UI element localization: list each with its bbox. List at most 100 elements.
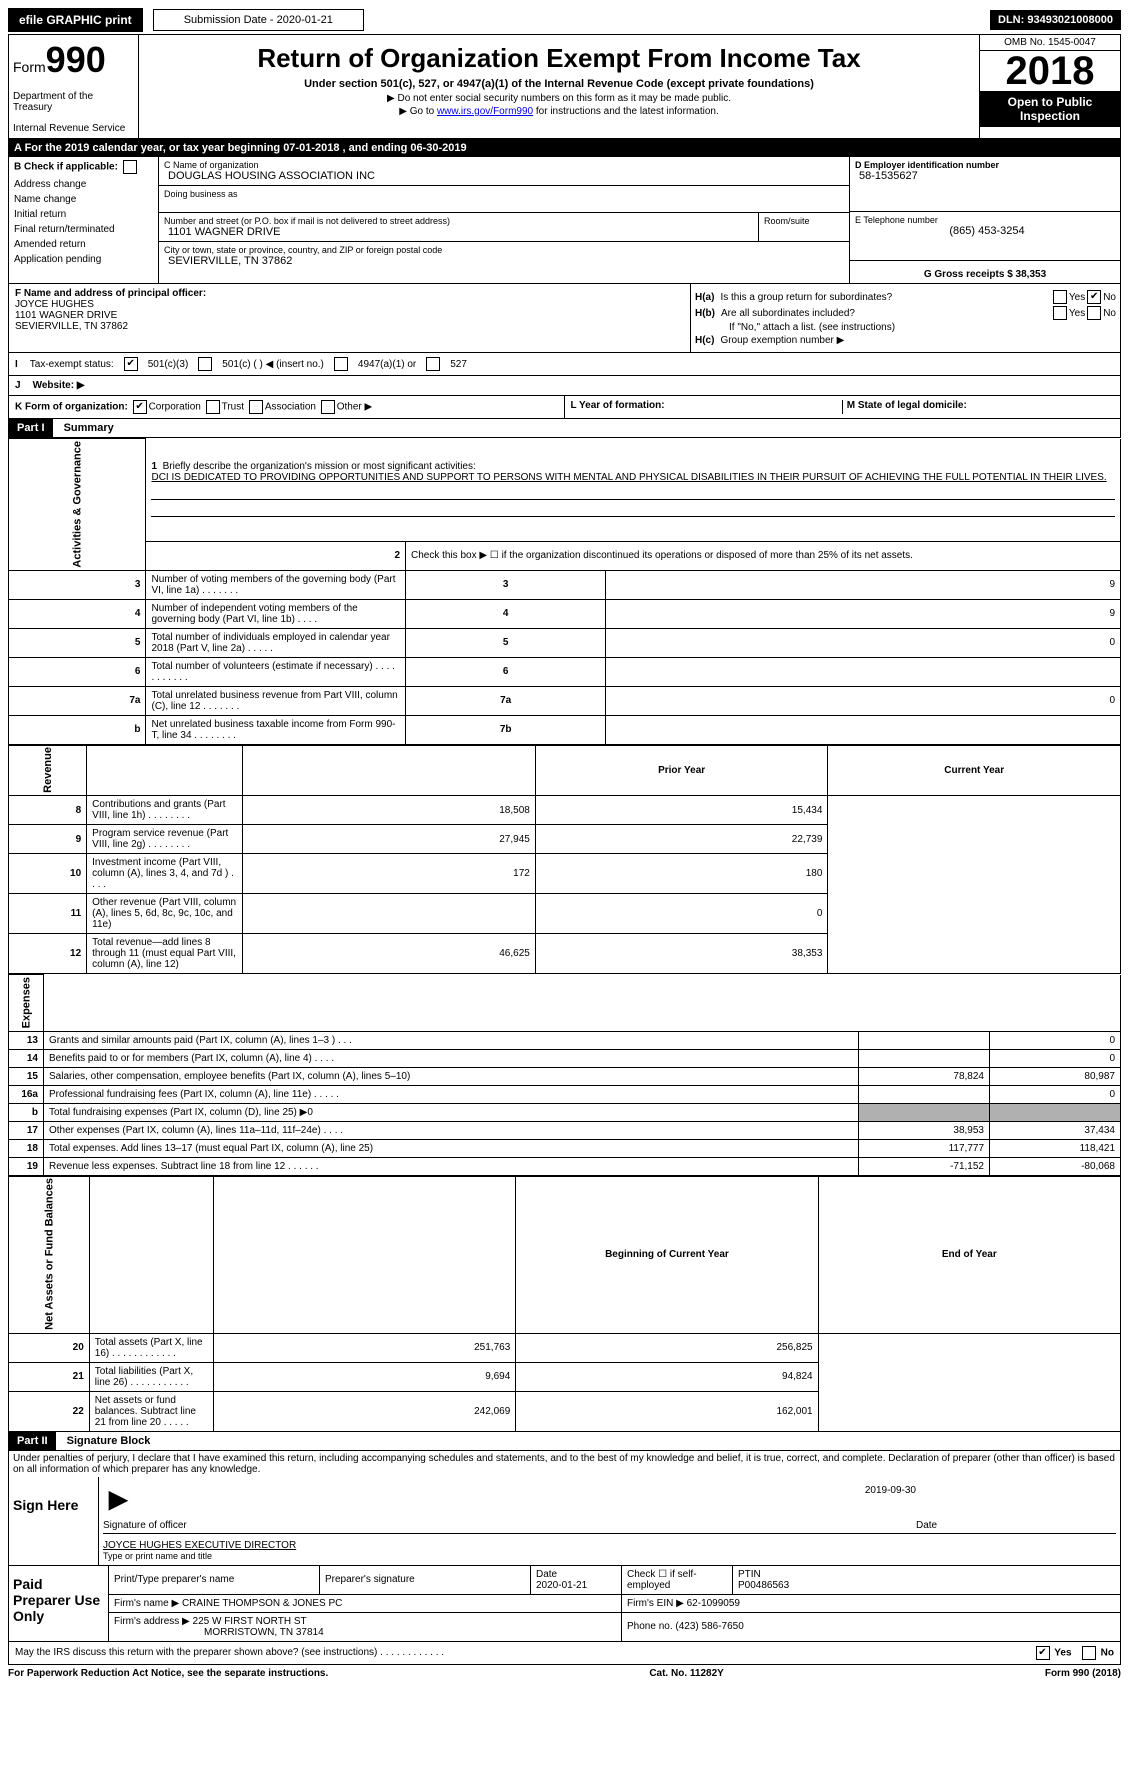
net-line-row: 22Net assets or fund balances. Subtract … bbox=[9, 1391, 1121, 1431]
firm-phone: (423) 586-7650 bbox=[675, 1621, 743, 1632]
exp-line-row: 17Other expenses (Part IX, column (A), l… bbox=[9, 1121, 1121, 1139]
addr-change: Address change bbox=[9, 177, 158, 192]
gov-line-row: bNet unrelated business taxable income f… bbox=[9, 715, 1121, 744]
city-state: SEVIERVILLE, TN 37862 bbox=[168, 255, 844, 267]
501c-check[interactable] bbox=[198, 357, 212, 371]
title-cell: Return of Organization Exempt From Incom… bbox=[139, 35, 980, 138]
paid-preparer-label: Paid Preparer Use Only bbox=[9, 1566, 109, 1641]
ha-no-check[interactable] bbox=[1087, 290, 1101, 304]
assoc-check[interactable] bbox=[249, 400, 263, 414]
phone-value: (865) 453-3254 bbox=[859, 225, 1115, 237]
website-row: J Website: ▶ bbox=[8, 376, 1121, 396]
initial-return: Initial return bbox=[9, 207, 158, 222]
501c3-check[interactable] bbox=[124, 357, 138, 371]
m-label: M State of legal domicile: bbox=[847, 400, 967, 411]
hc-text: Group exemption number ▶ bbox=[720, 335, 844, 346]
rev-line-row: 12Total revenue—add lines 8 through 11 (… bbox=[9, 934, 1121, 974]
identity-section: B Check if applicable: Address change Na… bbox=[8, 157, 1121, 284]
website-label: Website: ▶ bbox=[33, 380, 85, 391]
rev-line-row: 9Program service revenue (Part VIII, lin… bbox=[9, 825, 1121, 854]
exp-line-row: 19Revenue less expenses. Subtract line 1… bbox=[9, 1157, 1121, 1175]
gov-line-row: 5Total number of individuals employed in… bbox=[9, 628, 1121, 657]
firm-addr2: MORRISTOWN, TN 37814 bbox=[204, 1627, 324, 1638]
officer-addr2: SEVIERVILLE, TN 37862 bbox=[15, 321, 128, 332]
section-d: D Employer identification number 58-1535… bbox=[850, 157, 1120, 283]
net-assets-table: Net Assets or Fund Balances Beginning of… bbox=[8, 1176, 1121, 1432]
name-change: Name change bbox=[9, 192, 158, 207]
irs-label: Internal Revenue Service bbox=[13, 123, 134, 134]
amended-return: Amended return bbox=[9, 237, 158, 252]
form-header: Form990 Department of the Treasury Inter… bbox=[8, 34, 1121, 139]
other-check[interactable] bbox=[321, 400, 335, 414]
submission-date-button[interactable]: Submission Date - 2020-01-21 bbox=[153, 9, 364, 31]
discuss-text: May the IRS discuss this return with the… bbox=[15, 1647, 444, 1658]
hb-no-check[interactable] bbox=[1087, 306, 1101, 320]
exp-line-row: 18Total expenses. Add lines 13–17 (must … bbox=[9, 1139, 1121, 1157]
ha-yes-check[interactable] bbox=[1053, 290, 1067, 304]
tax-status-row: I Tax-exempt status: 501(c)(3) 501(c) ( … bbox=[8, 353, 1121, 376]
dba-label: Doing business as bbox=[164, 189, 844, 199]
footer-mid: Cat. No. 11282Y bbox=[649, 1668, 723, 1679]
ein-value: 58-1535627 bbox=[859, 170, 1115, 182]
rev-line-row: 10Investment income (Part VIII, column (… bbox=[9, 854, 1121, 894]
trust-check[interactable] bbox=[206, 400, 220, 414]
sign-here-label: Sign Here bbox=[9, 1477, 99, 1565]
line2: Check this box ▶ ☐ if the organization d… bbox=[406, 541, 1121, 570]
footer-right: Form 990 (2018) bbox=[1045, 1668, 1121, 1679]
net-line-row: 20Total assets (Part X, line 16) . . . .… bbox=[9, 1333, 1121, 1362]
rev-line-row: 11Other revenue (Part VIII, column (A), … bbox=[9, 894, 1121, 934]
officer-name: JOYCE HUGHES bbox=[15, 299, 94, 310]
officer-info: F Name and address of principal officer:… bbox=[9, 284, 690, 352]
officer-section: F Name and address of principal officer:… bbox=[8, 284, 1121, 353]
corp-check[interactable] bbox=[133, 400, 147, 414]
exp-line-row: 16aProfessional fundraising fees (Part I… bbox=[9, 1085, 1121, 1103]
discuss-yes-check[interactable] bbox=[1036, 1646, 1050, 1660]
gov-line-row: 6Total number of volunteers (estimate if… bbox=[9, 657, 1121, 686]
curr-year-hdr: Current Year bbox=[828, 745, 1121, 796]
gov-vert-label: Activities & Governance bbox=[9, 439, 146, 571]
hb-label: H(b) bbox=[695, 308, 715, 319]
part2-title: Signature Block bbox=[67, 1435, 151, 1447]
rev-vert-label: Revenue bbox=[9, 745, 87, 796]
top-bar: efile GRAPHIC print Submission Date - 20… bbox=[8, 8, 1121, 32]
4947-check[interactable] bbox=[334, 357, 348, 371]
expense-table: Expenses 13Grants and similar amounts pa… bbox=[8, 974, 1121, 1175]
c-label: C Name of organization bbox=[164, 160, 844, 170]
gross-receipts: G Gross receipts $ 38,353 bbox=[924, 269, 1046, 280]
instruction-1: ▶ Do not enter social security numbers o… bbox=[143, 93, 975, 104]
sig-date: 2019-09-30 bbox=[865, 1485, 916, 1514]
year-cell: OMB No. 1545-0047 2018 Open to Public In… bbox=[980, 35, 1120, 138]
addr-label: Number and street (or P.O. box if mail i… bbox=[164, 216, 753, 226]
form-id-cell: Form990 Department of the Treasury Inter… bbox=[9, 35, 139, 138]
527-check[interactable] bbox=[426, 357, 440, 371]
check-icon[interactable] bbox=[123, 160, 137, 174]
room-label: Room/suite bbox=[764, 216, 844, 226]
row-a: A For the 2019 calendar year, or tax yea… bbox=[8, 139, 1121, 157]
dln-label: DLN: 93493021008000 bbox=[990, 10, 1121, 30]
self-emp-check: Check ☐ if self-employed bbox=[622, 1566, 733, 1595]
hb-yes-check[interactable] bbox=[1053, 306, 1067, 320]
governance-table: Activities & Governance 1 Briefly descri… bbox=[8, 438, 1121, 745]
irs-link[interactable]: www.irs.gov/Form990 bbox=[437, 106, 533, 117]
firm-ein: 62-1099059 bbox=[687, 1598, 740, 1609]
exp-vert-label: Expenses bbox=[9, 975, 44, 1031]
gov-line-row: 4Number of independent voting members of… bbox=[9, 599, 1121, 628]
gov-line-row: 7aTotal unrelated business revenue from … bbox=[9, 686, 1121, 715]
hb-text: Are all subordinates included? bbox=[721, 308, 1051, 319]
prep-name-label: Print/Type preparer's name bbox=[109, 1566, 320, 1595]
prior-year-hdr: Prior Year bbox=[535, 745, 828, 796]
part2-header: Part II bbox=[9, 1432, 56, 1450]
form-prefix: Form bbox=[13, 59, 46, 75]
discuss-no-check[interactable] bbox=[1082, 1646, 1096, 1660]
line1-text: Briefly describe the organization's miss… bbox=[163, 461, 476, 472]
instruction-2: ▶ Go to www.irs.gov/Form990 for instruct… bbox=[143, 106, 975, 117]
declaration-text: Under penalties of perjury, I declare th… bbox=[9, 1451, 1120, 1477]
part1-bar: Part I Summary bbox=[8, 419, 1121, 438]
form-subtitle: Under section 501(c), 527, or 4947(a)(1)… bbox=[143, 78, 975, 90]
efile-button[interactable]: efile GRAPHIC print bbox=[8, 8, 143, 32]
exp-line-row: bTotal fundraising expenses (Part IX, co… bbox=[9, 1103, 1121, 1121]
ein-label: D Employer identification number bbox=[855, 160, 999, 170]
beg-year-hdr: Beginning of Current Year bbox=[516, 1176, 818, 1333]
gov-line-row: 3Number of voting members of the governi… bbox=[9, 570, 1121, 599]
phone-label: E Telephone number bbox=[855, 215, 1115, 225]
